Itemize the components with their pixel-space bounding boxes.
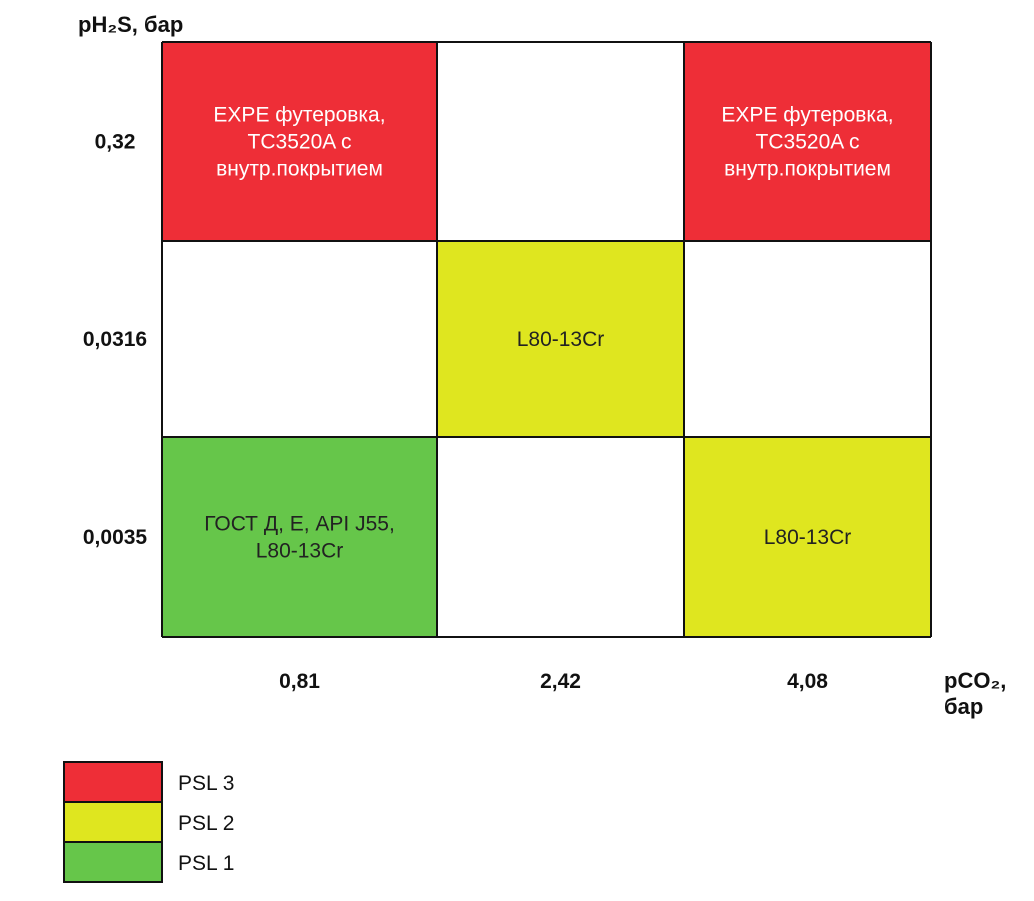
cell-label-r1-c1-line-3: внутр.покрытием	[216, 158, 383, 181]
cell-label-r1-c1-line-1: EXPE футеровка,	[213, 104, 385, 127]
cell-label-r2-c2-line-1: L80-13Cr	[517, 328, 605, 351]
x-tick-label-2: 2,42	[540, 670, 581, 693]
legend-label-3: PSL 1	[178, 852, 234, 875]
heatmap-cell-r3-c1	[162, 437, 437, 637]
cell-label-r3-c3-line-1: L80-13Cr	[764, 526, 852, 549]
y-tick-label-3: 0,0035	[83, 526, 148, 549]
legend-label-1: PSL 3	[178, 772, 234, 795]
legend-swatch-1	[63, 761, 163, 803]
x-tick-labels: 0,81 2,42 4,08	[279, 670, 828, 693]
x-axis-label: pCO₂, бар	[944, 668, 1006, 720]
legend-swatch-3	[63, 841, 163, 883]
cell-label-r3-c1-line-1: ГОСТ Д, Е, API J55,	[204, 513, 395, 536]
cell-label-r1-c1-line-2: TC3520A с	[248, 131, 352, 154]
cell-label-r3-c1-line-2: L80-13Cr	[256, 540, 344, 563]
x-axis-label-line-1: pCO₂,	[944, 668, 1007, 693]
y-axis-label: pH₂S, бар	[78, 12, 184, 37]
heatmap-grid	[161, 41, 932, 638]
heatmap-cell-r1-c1	[162, 42, 437, 241]
legend-label-2: PSL 2	[178, 812, 234, 835]
heatmap-cell-r2-c1	[162, 241, 437, 437]
legend: PSL 3 PSL 2 PSL 1	[63, 761, 234, 883]
x-tick-label-1: 0,81	[279, 670, 320, 693]
y-tick-label-2: 0,0316	[83, 328, 147, 351]
y-tick-label-1: 0,32	[95, 131, 136, 154]
y-tick-labels: 0,32 0,0316 0,0035	[83, 131, 148, 550]
x-tick-label-3: 4,08	[787, 670, 828, 693]
cell-label-r1-c3-line-3: внутр.покрытием	[724, 158, 891, 181]
heatmap-cells	[162, 42, 931, 637]
heatmap-cell-r1-c3	[684, 42, 931, 241]
heatmap-cell-r2-c3	[684, 241, 931, 437]
heatmap-cell-labels: EXPE футеровка, TC3520A с внутр.покрытием E…	[204, 104, 893, 563]
cell-label-r1-c3-line-2: TC3520A с	[756, 131, 860, 154]
heatmap-cell-r3-c3	[684, 437, 931, 637]
x-axis-label-line-2: бар	[944, 694, 984, 719]
cell-label-r1-c3-line-1: EXPE футеровка,	[721, 104, 893, 127]
heatmap-cell-r2-c2	[437, 241, 684, 437]
heatmap-cell-r1-c2	[437, 42, 684, 241]
heatmap-cell-r3-c2	[437, 437, 684, 637]
legend-swatch-2	[63, 801, 163, 843]
